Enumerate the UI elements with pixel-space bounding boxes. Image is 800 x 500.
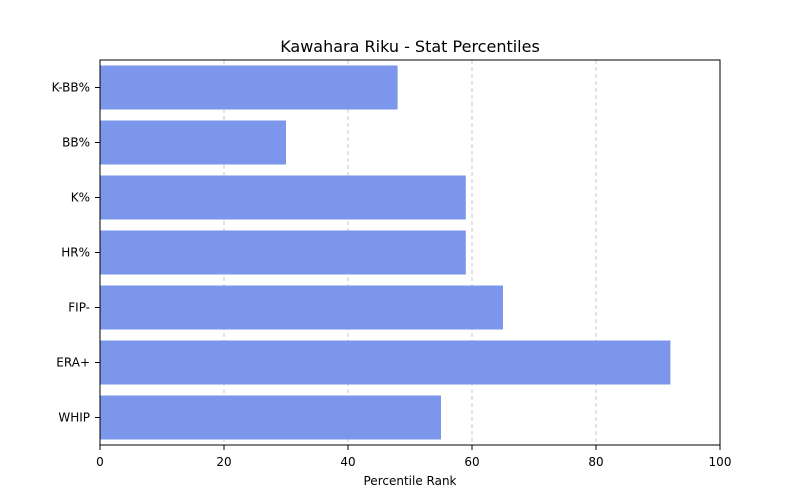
bars-group bbox=[100, 65, 671, 440]
bar-fip bbox=[100, 285, 503, 330]
y-tick-label: FIP- bbox=[68, 301, 90, 315]
chart-title: Kawahara Riku - Stat Percentiles bbox=[280, 37, 540, 56]
y-tick-label: K% bbox=[71, 191, 90, 205]
x-tick-label: 60 bbox=[464, 455, 479, 469]
y-tick-label: K-BB% bbox=[52, 81, 90, 95]
y-tick-label: HR% bbox=[61, 246, 90, 260]
bar-k-bb bbox=[100, 65, 398, 110]
x-tick-label: 0 bbox=[96, 455, 104, 469]
bar-k bbox=[100, 175, 466, 220]
y-axis-ticks: K-BB% BB% K% HR% FIP- ERA+ WHIP bbox=[52, 81, 100, 425]
y-tick-label: ERA+ bbox=[56, 356, 90, 370]
x-axis-label: Percentile Rank bbox=[364, 474, 457, 488]
x-tick-label: 80 bbox=[588, 455, 603, 469]
y-tick-label: BB% bbox=[62, 136, 90, 150]
bar-whip bbox=[100, 395, 441, 440]
x-tick-label: 20 bbox=[216, 455, 231, 469]
bar-era bbox=[100, 340, 671, 385]
y-tick-label: WHIP bbox=[58, 411, 90, 425]
x-axis-ticks: 0 20 40 60 80 100 bbox=[96, 445, 731, 469]
x-tick-label: 100 bbox=[709, 455, 732, 469]
bar-hr bbox=[100, 230, 466, 275]
bar-bb bbox=[100, 120, 286, 165]
x-tick-label: 40 bbox=[340, 455, 355, 469]
